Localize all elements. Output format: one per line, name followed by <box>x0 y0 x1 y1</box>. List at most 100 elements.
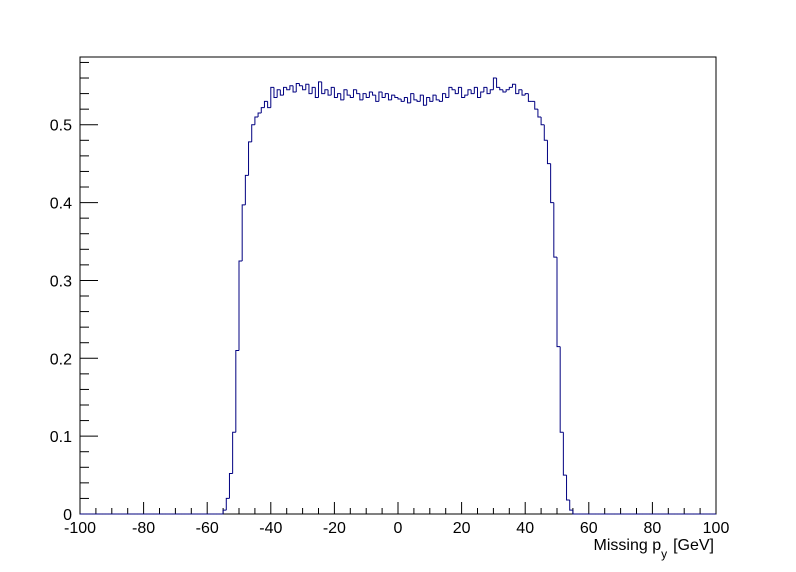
histogram-bin <box>543 124 548 141</box>
histogram-bin <box>515 84 519 95</box>
histogram-bin <box>381 92 386 98</box>
histogram-bin <box>470 89 475 95</box>
histogram-bin <box>362 93 367 100</box>
histogram-bin <box>356 89 360 95</box>
x-tick-label: -40 <box>259 520 282 537</box>
histogram-bin <box>311 86 316 94</box>
histogram-bin <box>454 89 459 95</box>
histogram-bin <box>308 84 313 95</box>
histogram-bin <box>521 89 526 96</box>
x-tick-label: -100 <box>64 520 96 537</box>
histogram-bin <box>508 86 513 90</box>
x-tick-label: -60 <box>196 520 219 537</box>
histogram-bin <box>553 202 557 258</box>
histogram-bin <box>419 94 424 102</box>
histogram-bin <box>569 499 573 511</box>
histogram-bin <box>263 100 268 108</box>
histogram-bin <box>432 94 437 102</box>
histogram-bin <box>410 93 414 103</box>
histogram-bin <box>518 89 523 94</box>
histogram-bin <box>260 107 265 114</box>
x-title-sub: y <box>661 547 667 561</box>
histogram-bin <box>413 93 418 101</box>
histogram-bin <box>442 93 446 102</box>
y-tick-label: 0.4 <box>50 196 72 213</box>
histogram-bin <box>426 96 430 106</box>
histogram-bin <box>330 86 335 96</box>
histogram-bin <box>534 101 538 110</box>
histogram-bin <box>365 93 370 98</box>
histogram-bin <box>527 93 532 102</box>
histogram-bin <box>416 99 421 102</box>
y-tick-label: 0.3 <box>50 273 72 290</box>
histogram-bin <box>477 87 481 98</box>
histogram-bin <box>467 89 472 96</box>
histogram-bin <box>496 78 500 88</box>
histogram-bin <box>248 141 252 176</box>
histogram-bin <box>375 95 379 102</box>
histogram-bin <box>429 97 433 102</box>
x-tick-label: 40 <box>516 520 534 537</box>
histogram-bin <box>257 112 262 117</box>
histogram-bin <box>324 89 329 94</box>
histogram-bin <box>394 95 398 98</box>
histogram-bin <box>499 87 503 91</box>
histogram-bin <box>314 87 319 98</box>
histogram-bin <box>464 94 468 98</box>
x-tick-label: 100 <box>703 520 730 537</box>
histogram-bin <box>289 85 294 90</box>
histogram-bin <box>222 509 227 514</box>
histogram-bin <box>550 163 554 204</box>
x-tick-label: 20 <box>453 520 471 537</box>
histogram-bin <box>486 87 491 95</box>
histogram-bin <box>318 81 322 98</box>
histogram-bin <box>457 86 462 94</box>
y-tick-label: 0 <box>63 507 72 524</box>
histogram-bin <box>352 89 357 98</box>
histogram-bin <box>489 89 494 94</box>
histogram-bin <box>445 93 449 98</box>
histogram-bin <box>540 116 545 126</box>
histogram-bin <box>572 510 577 515</box>
histogram-bin <box>384 93 389 98</box>
histogram-bin <box>349 95 354 98</box>
histogram-bin <box>562 432 567 476</box>
histogram-bin <box>559 346 564 433</box>
x-title-unit: [GeV] <box>673 537 714 554</box>
histogram-bin <box>391 94 395 100</box>
histogram-bin <box>461 87 465 98</box>
histogram-bin <box>359 93 364 101</box>
histogram-bin <box>473 86 478 94</box>
x-axis-title: Missing py [GeV] <box>594 537 714 561</box>
histogram-bin <box>276 89 281 98</box>
histogram-bin <box>298 83 303 87</box>
histogram-bin <box>524 93 529 96</box>
histogram-bin <box>483 86 488 93</box>
histogram-bin <box>343 89 348 100</box>
histogram-bin <box>254 116 259 125</box>
histogram-bin <box>372 92 376 96</box>
histogram-bin <box>337 93 341 98</box>
y-tick-label: 0.1 <box>50 429 72 446</box>
histogram-bin <box>505 89 510 93</box>
histogram-bin <box>241 204 246 261</box>
histogram-bin <box>435 95 440 101</box>
histogram-bin <box>273 87 278 98</box>
histogram-bin <box>546 140 551 165</box>
histogram-bin <box>438 99 443 102</box>
y-tick-label: 0.5 <box>50 118 72 135</box>
x-tick-label: 80 <box>644 520 662 537</box>
histogram-bin <box>305 83 309 90</box>
histogram-bin <box>295 82 300 93</box>
histogram-bin <box>346 89 351 96</box>
histogram-bin <box>387 93 392 101</box>
histogram-bin <box>238 260 243 351</box>
histogram-bin <box>321 81 325 95</box>
histogram-bin <box>537 109 542 118</box>
histogram-bin <box>480 91 484 98</box>
histogram-bin <box>340 93 344 101</box>
plot-frame <box>79 56 717 515</box>
x-title-main: Missing p <box>594 537 662 554</box>
histogram-bin <box>451 87 456 91</box>
